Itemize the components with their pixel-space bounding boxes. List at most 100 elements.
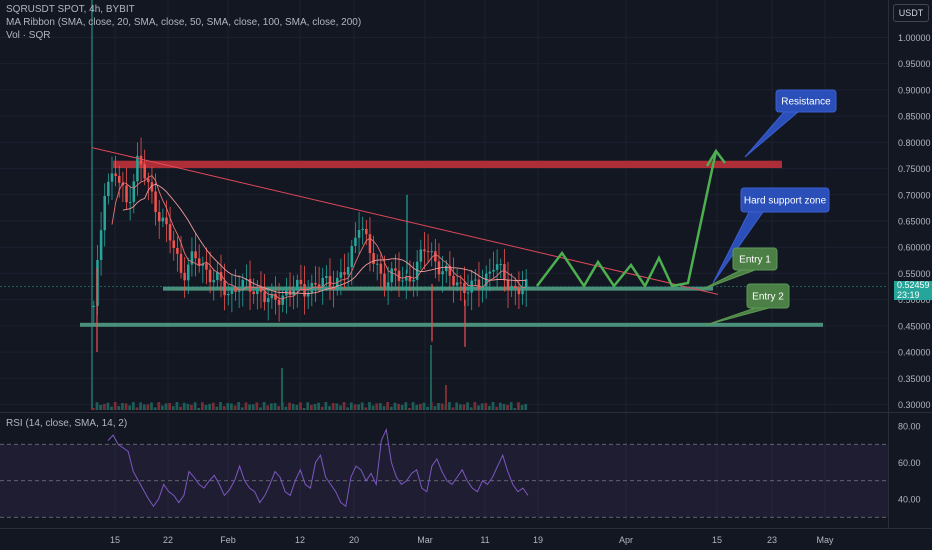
candle-body-26: [187, 264, 190, 281]
volume-bar-85: [400, 404, 404, 410]
volume-bar-44: [251, 404, 255, 410]
rsi-legend[interactable]: RSI (14, close, SMA, 14, 2): [6, 418, 128, 429]
level-zones[interactable]: [0, 160, 888, 327]
volume-bar-3: [102, 403, 106, 410]
projection-arrowhead: [705, 148, 726, 167]
price-tick-11: 0.45000: [898, 321, 931, 331]
volume-bar-118: [520, 404, 524, 410]
volume-bar-55: [291, 403, 295, 410]
candle-body-22: [172, 240, 176, 249]
candle-body-7: [117, 175, 121, 183]
volume-bar-99: [451, 407, 455, 410]
projection-path: [536, 150, 718, 289]
price-axis[interactable]: 1.00000 0.95000 0.90000 0.85000 0.80000 0.750…: [898, 33, 931, 410]
candle-body-85: [401, 280, 404, 282]
support-callout-label: Hard support zone: [744, 196, 827, 207]
volume-bar-51: [277, 406, 281, 410]
candle-body-24: [179, 253, 183, 273]
entry2-callout-label: Entry 2: [752, 292, 784, 303]
volume-bar-79: [379, 403, 382, 410]
currency-selector[interactable]: USDT: [893, 4, 929, 22]
candle-body-83: [394, 268, 397, 271]
candle-body-66: [332, 287, 335, 290]
candle-body-0: [92, 305, 96, 307]
candle-body-23: [176, 248, 179, 254]
volume-bar-70: [346, 407, 350, 410]
candle-body-38: [230, 287, 234, 294]
volume-bar-43: [248, 404, 251, 410]
candle-body-19: [161, 217, 165, 222]
volume-spike-1: [281, 368, 283, 410]
price-tick-7: 0.65000: [898, 217, 931, 227]
candle-body-99: [452, 275, 455, 286]
volume-bar-67: [335, 403, 339, 410]
drawings[interactable]: Resistance Hard support zone Entry 1 Entry …: [91, 89, 837, 326]
support-callout-box: [740, 187, 830, 213]
price-tick-4: 0.80000: [898, 138, 931, 148]
volume-bar-11: [131, 402, 135, 410]
volume-bar-90: [419, 403, 422, 410]
volume-bar-2: [99, 404, 102, 410]
volume-bar-15: [146, 404, 150, 410]
entry1-callout-box: [732, 247, 778, 271]
candle-body-96: [441, 271, 444, 275]
candle-body-91: [423, 249, 426, 252]
volume-spike-2: [430, 345, 432, 410]
time-tick-0: 15: [110, 535, 120, 545]
rsi-tick-1: 60.00: [898, 458, 921, 468]
volume-bar-104: [469, 407, 473, 410]
time-tick-7: 19: [533, 535, 543, 545]
volume-bar-53: [284, 406, 288, 410]
candle-body-59: [306, 292, 310, 297]
volume-bar-29: [197, 407, 201, 410]
ma-ribbon: [111, 175, 527, 300]
candle-body-21: [168, 224, 172, 241]
volume-bar-64: [324, 402, 328, 410]
candle-body-93: [430, 251, 433, 253]
volume-bar-13: [139, 402, 142, 410]
volume-bar-100: [455, 402, 459, 410]
volume-bar-89: [415, 404, 419, 410]
candle-body-69: [343, 272, 346, 275]
candle-body-73: [357, 230, 361, 238]
candle-body-13: [139, 155, 143, 165]
candle-body-16: [150, 182, 154, 192]
candle-body-64: [325, 276, 328, 279]
candle-body-30: [201, 263, 205, 266]
volume-bar-7: [117, 406, 121, 410]
candle-body-2: [99, 230, 103, 261]
volume-bar-57: [299, 402, 302, 410]
volume-bar-107: [480, 403, 484, 410]
volume-bar-30: [201, 402, 204, 410]
price-tick-6: 0.70000: [898, 190, 931, 200]
volume-legend[interactable]: Vol · SQR: [6, 30, 51, 41]
volume-bar-20: [164, 403, 168, 410]
ma-50-line: [122, 183, 527, 295]
volume-bar-76: [368, 402, 371, 410]
candle-body-57: [299, 279, 303, 285]
candle-body-98: [448, 265, 452, 276]
candle-body-78: [375, 263, 379, 265]
time-axis[interactable]: 15 22 Feb 12 20 Mar 11 19 Apr 15 23 May: [0, 528, 932, 546]
ma-ribbon-legend[interactable]: MA Ribbon (SMA, close, 20, SMA, close, 5…: [6, 17, 362, 28]
candle-body-46: [259, 287, 263, 292]
last-price: 0.52459: [897, 280, 930, 290]
rsi-tick-2: 40.00: [898, 495, 921, 505]
volume-bar-115: [509, 402, 513, 410]
candle-body-14: [143, 164, 146, 179]
volume-bar-98: [448, 402, 451, 410]
candle-body-88: [412, 279, 415, 282]
grid: [0, 0, 932, 528]
volume-bar-91: [422, 402, 426, 410]
price-tick-13: 0.35000: [898, 374, 931, 384]
candle-body-49: [270, 293, 274, 299]
price-tick-10: 0.50000: [898, 295, 931, 305]
volume-bar-88: [411, 402, 415, 410]
volume-bar-69: [342, 402, 346, 410]
volume-bar-5: [110, 406, 113, 410]
symbol-legend[interactable]: SQRUSDT SPOT, 4h, BYBIT: [6, 4, 135, 15]
candle-body-34: [216, 272, 219, 281]
rsi-axis[interactable]: 80.00 60.00 40.00: [898, 422, 921, 505]
volume-bar-60: [310, 404, 313, 410]
